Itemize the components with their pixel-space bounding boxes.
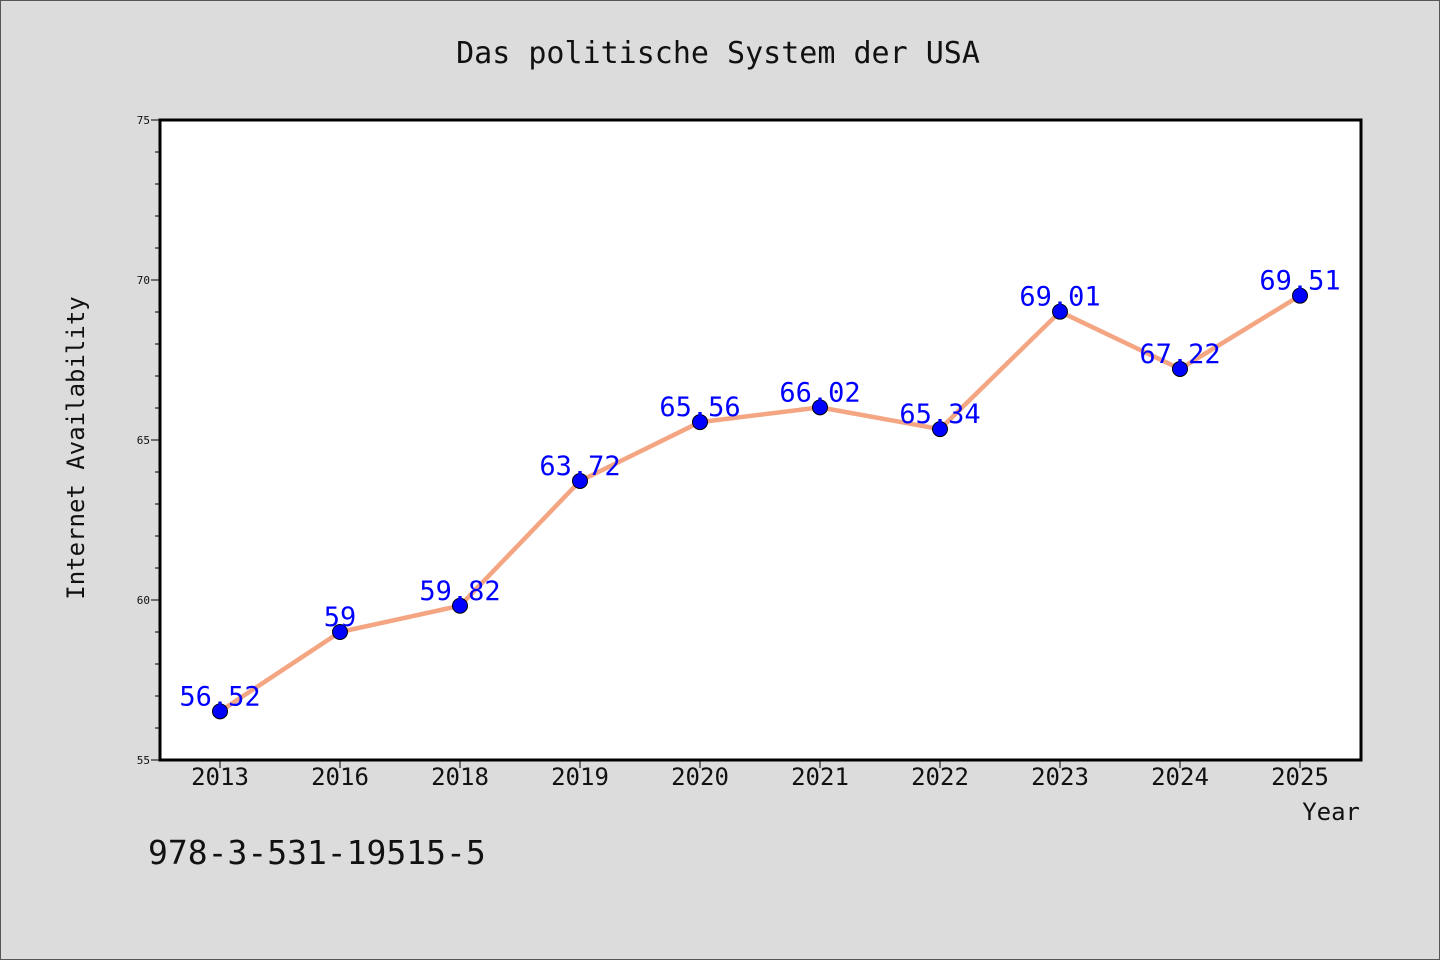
data-label: 65.34 xyxy=(899,399,980,430)
x-tick-label: 2019 xyxy=(551,763,609,791)
data-point-marker xyxy=(1052,303,1068,320)
data-label: 69.51 xyxy=(1259,266,1340,297)
data-point-marker xyxy=(692,414,708,431)
data-label: 69.01 xyxy=(1019,282,1100,313)
data-point-marker xyxy=(332,624,348,640)
x-tick-label: 2023 xyxy=(1031,763,1089,791)
data-point-marker xyxy=(212,703,228,720)
y-axis-ticks: 55 60 65 70 75 xyxy=(137,114,160,767)
x-axis-ticks: 2013 2016 2018 2019 2020 2021 2022 2023 2024 2025 xyxy=(191,760,1329,791)
data-label: 67.22 xyxy=(1139,339,1220,370)
data-label: 56.52 xyxy=(179,681,260,712)
x-tick-label: 2022 xyxy=(911,763,969,791)
data-point-marker xyxy=(1172,360,1188,377)
y-axis-label: Internet Availability xyxy=(62,296,90,599)
x-tick-label: 2025 xyxy=(1271,763,1329,791)
data-label: 66.02 xyxy=(779,377,860,408)
data-point-marker xyxy=(572,472,588,489)
series-line-group: 56.52 59 59.82 63.72 65.56 66.02 65.34 69.01 67.… xyxy=(179,266,1341,720)
y-tick-label: 75 xyxy=(137,114,150,127)
y-tick-label: 55 xyxy=(137,754,150,767)
y-tick-label: 65 xyxy=(137,434,150,447)
data-label: 63.72 xyxy=(539,451,620,482)
data-label: 59 xyxy=(324,602,357,633)
chart-title: Das politische System der USA xyxy=(456,36,980,71)
y-tick-label: 70 xyxy=(137,274,150,287)
plot-area xyxy=(158,118,1363,762)
x-tick-label: 2018 xyxy=(431,763,489,791)
x-tick-label: 2024 xyxy=(1151,763,1209,791)
x-tick-label: 2020 xyxy=(671,763,729,791)
data-label: 65.56 xyxy=(659,392,740,423)
data-point-marker xyxy=(812,399,828,416)
data-label: 59.82 xyxy=(419,576,500,607)
y-tick-label: 60 xyxy=(137,594,150,607)
x-tick-label: 2013 xyxy=(191,763,249,791)
isbn-text: 978-3-531-19515-5 xyxy=(148,833,486,872)
series-line xyxy=(217,293,1303,714)
data-point-marker xyxy=(452,597,468,614)
data-point-marker xyxy=(932,421,948,438)
x-tick-label: 2021 xyxy=(791,763,849,791)
x-axis-label: Year xyxy=(1302,798,1360,826)
x-tick-label: 2016 xyxy=(311,763,369,791)
data-point-marker xyxy=(1292,287,1308,304)
